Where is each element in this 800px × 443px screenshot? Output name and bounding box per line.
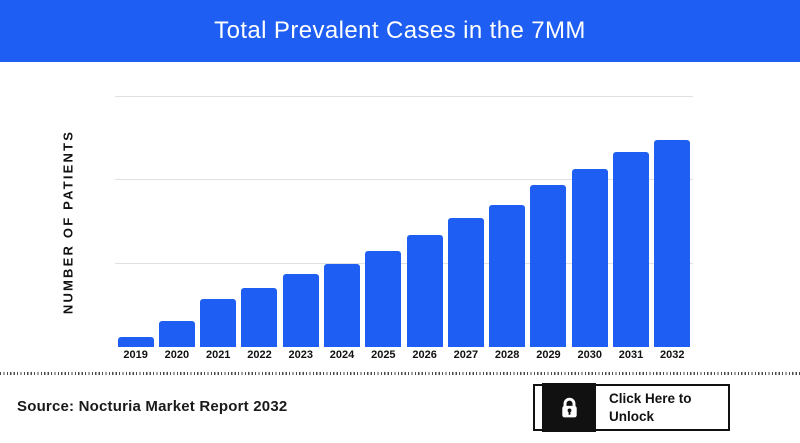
bar-2029 [530,185,567,347]
x-axis-labels: 2019 2020 2021 2022 2023 2024 2025 2026 2027 2028… [115,349,693,361]
title-banner: Total Prevalent Cases in the 7MM [0,0,800,62]
gridline [115,96,693,97]
bar-2025 [365,251,402,347]
bar-2024 [324,263,361,347]
unlock-button[interactable]: Click Here to Unlock [533,383,730,432]
source-text: Source: Nocturia Market Report 2032 [17,398,288,415]
bar-slot [610,97,651,347]
y-axis-label: NUMBER OF PATIENTS [60,129,76,315]
bar-2028 [489,205,526,347]
x-tick-label: 2029 [536,349,561,361]
bar-2021 [200,298,237,347]
bar-slot [321,97,362,347]
bar-2031 [613,152,650,347]
x-tick-label: 2031 [618,349,644,361]
bar-slot [652,97,693,347]
bar-slot [280,97,321,347]
x-tick-label: 2022 [247,349,272,361]
bar-2022 [241,287,278,347]
bar-slot [528,97,569,347]
x-tick-label: 2026 [412,349,437,361]
x-tick-label: 2032 [660,349,685,361]
plot-area [115,96,693,347]
bar-2023 [282,273,319,347]
dotted-divider [0,372,800,375]
bar-slot [445,97,486,347]
unlock-button-label: Click Here to Unlock [609,390,692,424]
bar-slot [239,97,280,347]
x-tick-label: 2020 [164,349,190,361]
bar-slot [487,97,528,347]
gridline [115,179,693,181]
x-tick-label: 2021 [205,349,231,361]
bar-2019 [117,337,154,347]
bar-slot [156,97,197,347]
bar-slot [198,97,239,347]
x-tick-label: 2024 [329,349,355,361]
bars [115,97,693,347]
bar-2026 [406,234,443,347]
bar-slot [404,97,445,347]
bar-slot [363,97,404,347]
gridline [115,262,693,264]
bar-2027 [447,217,484,347]
bar-2030 [571,168,608,347]
bar-2020 [158,321,195,347]
bar-slot [569,97,610,347]
x-tick-label: 2028 [494,349,520,361]
x-tick-label: 2027 [453,349,479,361]
bar-2032 [654,139,691,347]
page-title: Total Prevalent Cases in the 7MM [214,17,586,44]
x-tick-label: 2030 [577,349,602,361]
x-tick-label: 2023 [288,349,313,361]
x-tick-label: 2019 [123,349,148,361]
x-tick-label: 2025 [371,349,396,361]
bar-slot [115,97,156,347]
lock-icon [542,383,596,432]
